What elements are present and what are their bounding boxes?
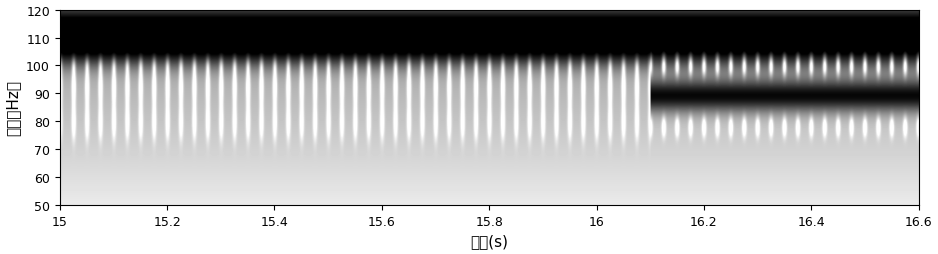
X-axis label: 时间(s): 时间(s)	[470, 233, 508, 248]
Y-axis label: 频率（Hz）: 频率（Hz）	[6, 80, 21, 136]
